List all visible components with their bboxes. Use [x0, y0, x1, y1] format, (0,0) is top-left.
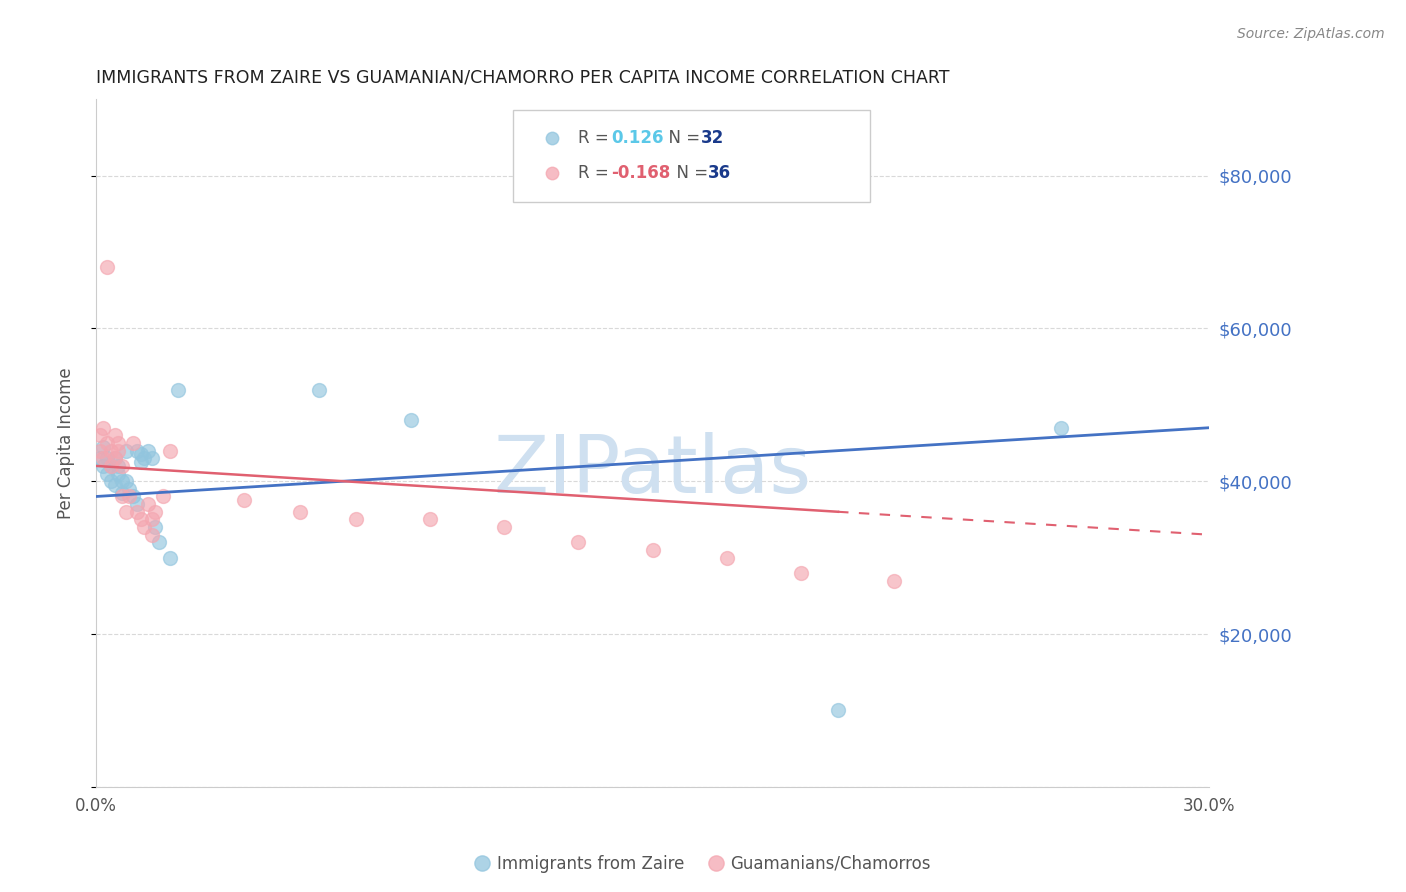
Point — [419, 512, 441, 526]
Point — [89, 451, 111, 466]
Text: -0.168: -0.168 — [612, 164, 671, 182]
Text: IMMIGRANTS FROM ZAIRE VS GUAMANIAN/CHAMORRO PER CAPITA INCOME CORRELATION CHART: IMMIGRANTS FROM ZAIRE VS GUAMANIAN/CHAMO… — [96, 69, 949, 87]
Point — [233, 493, 256, 508]
Point — [136, 497, 159, 511]
Point — [103, 428, 125, 442]
Point — [122, 490, 145, 504]
FancyBboxPatch shape — [513, 110, 870, 202]
Point — [96, 451, 118, 466]
Point — [100, 443, 122, 458]
Point — [344, 512, 367, 526]
Point — [93, 458, 115, 473]
Point — [827, 703, 849, 717]
Point — [129, 512, 152, 526]
Point — [111, 458, 134, 473]
Point — [93, 451, 115, 466]
Point — [103, 451, 125, 466]
Point — [100, 474, 122, 488]
Text: R =: R = — [578, 129, 614, 147]
Point — [103, 478, 125, 492]
Point — [716, 550, 738, 565]
Point — [114, 443, 136, 458]
Point — [401, 413, 423, 427]
Text: 0.126: 0.126 — [612, 129, 664, 147]
Point — [308, 383, 330, 397]
Point — [129, 455, 152, 469]
Point — [641, 543, 664, 558]
Point — [100, 458, 122, 473]
Point — [152, 490, 174, 504]
Y-axis label: Per Capita Income: Per Capita Income — [58, 368, 75, 519]
Point — [114, 505, 136, 519]
Text: R =: R = — [578, 164, 614, 182]
Point — [494, 520, 516, 534]
Text: N =: N = — [658, 129, 706, 147]
Point — [89, 428, 111, 442]
Point — [141, 451, 163, 466]
Point — [107, 458, 129, 473]
Point — [159, 550, 181, 565]
Point — [96, 467, 118, 481]
Point — [148, 535, 170, 549]
Point — [93, 421, 115, 435]
Point — [111, 474, 134, 488]
Point — [790, 566, 813, 580]
Point — [136, 443, 159, 458]
Point — [96, 436, 118, 450]
Point — [111, 485, 134, 500]
Text: ZIPatlas: ZIPatlas — [494, 432, 811, 509]
Point — [93, 440, 115, 454]
Point — [111, 490, 134, 504]
Legend: Immigrants from Zaire, Guamanians/Chamorros: Immigrants from Zaire, Guamanians/Chamor… — [468, 848, 938, 880]
Point — [1049, 421, 1071, 435]
Point — [129, 447, 152, 461]
Point — [107, 443, 129, 458]
Point — [134, 520, 156, 534]
Point — [145, 505, 167, 519]
Point — [288, 505, 311, 519]
Point — [166, 383, 188, 397]
Point — [107, 436, 129, 450]
Text: N =: N = — [666, 164, 713, 182]
Point — [125, 497, 148, 511]
Point — [134, 451, 156, 466]
Point — [125, 505, 148, 519]
Point — [118, 482, 141, 496]
Point — [89, 443, 111, 458]
Point — [883, 574, 905, 588]
Point — [114, 474, 136, 488]
Point — [122, 436, 145, 450]
Point — [103, 451, 125, 466]
Point — [100, 458, 122, 473]
Point — [118, 490, 141, 504]
Point — [125, 443, 148, 458]
Point — [141, 512, 163, 526]
Point — [567, 535, 589, 549]
Text: 32: 32 — [700, 129, 724, 147]
Point — [145, 520, 167, 534]
Text: Source: ZipAtlas.com: Source: ZipAtlas.com — [1237, 27, 1385, 41]
Point — [141, 527, 163, 541]
Point — [107, 467, 129, 481]
Point — [159, 443, 181, 458]
Point — [96, 260, 118, 275]
Text: 36: 36 — [709, 164, 731, 182]
